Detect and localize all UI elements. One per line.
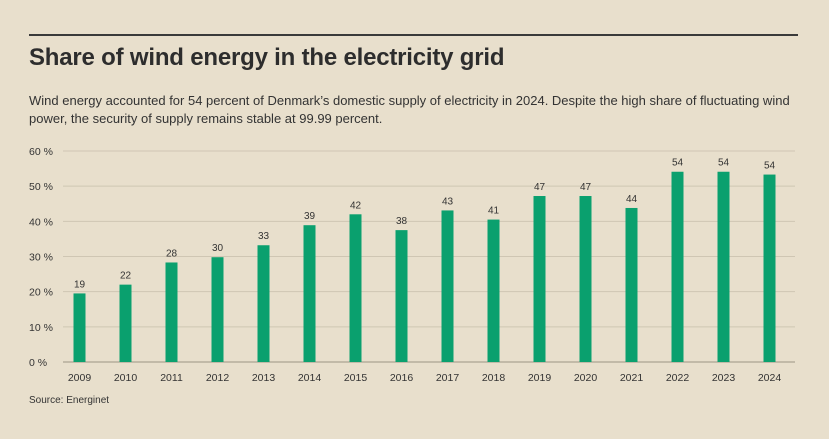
bar	[763, 174, 776, 362]
data-label: 54	[718, 158, 730, 169]
data-label: 30	[212, 243, 224, 254]
x-tick-label: 2022	[666, 372, 690, 384]
y-tick-label: 60 %	[29, 146, 53, 158]
bar	[303, 225, 316, 362]
bar	[395, 230, 408, 362]
x-tick-label: 2009	[68, 372, 92, 384]
bar	[441, 210, 454, 362]
x-tick-label: 2013	[252, 372, 276, 384]
data-label: 54	[672, 158, 684, 169]
x-tick-label: 2015	[344, 372, 368, 384]
bar	[119, 284, 132, 362]
x-tick-label: 2018	[482, 372, 506, 384]
y-tick-label: 30 %	[29, 252, 53, 264]
y-tick-label: 10 %	[29, 322, 53, 334]
y-tick-label: 0 %	[29, 357, 47, 369]
data-label: 28	[166, 248, 178, 259]
data-label: 22	[120, 271, 132, 282]
x-tick-label: 2014	[298, 372, 322, 384]
x-tick-label: 2021	[620, 372, 644, 384]
x-tick-label: 2020	[574, 372, 598, 384]
y-tick-label: 40 %	[29, 216, 53, 228]
data-label: 47	[580, 182, 592, 193]
data-label: 38	[396, 216, 408, 227]
chart-title: Share of wind energy in the electricity …	[29, 44, 505, 71]
bar	[717, 171, 730, 362]
x-tick-label: 2011	[160, 372, 183, 384]
x-tick-label: 2012	[206, 372, 230, 384]
x-tick-label: 2024	[758, 372, 782, 384]
x-tick-label: 2019	[528, 372, 552, 384]
bar	[625, 207, 638, 362]
bar	[211, 257, 224, 362]
bar	[671, 171, 684, 362]
chart-subtitle: Wind energy accounted for 54 percent of …	[29, 93, 790, 126]
bar	[73, 293, 86, 362]
data-label: 42	[350, 200, 362, 211]
grid-layer	[63, 150, 795, 363]
data-label: 44	[626, 194, 638, 205]
bar	[257, 245, 270, 362]
data-label: 39	[304, 211, 316, 222]
bar	[487, 219, 500, 362]
x-axis: 2009 2010 2011 2012 2013 2014 2015 2016 2017 2018…	[68, 372, 782, 384]
bar	[579, 196, 592, 362]
top-rule	[29, 34, 798, 36]
data-label: 19	[74, 279, 86, 290]
data-label: 43	[442, 196, 454, 207]
x-tick-label: 2010	[114, 372, 138, 384]
y-tick-label: 20 %	[29, 287, 53, 299]
source-note: Source: Energinet	[29, 395, 110, 406]
x-tick-label: 2016	[390, 372, 414, 384]
bar-chart-svg: 0 % 10 % 20 % 30 % 40 % 50 % 60 % 19 22 28 30 33 39…	[29, 146, 795, 384]
bar-chart: 0 % 10 % 20 % 30 % 40 % 50 % 60 % 19 22 28 30 33 39…	[0, 140, 829, 390]
data-labels: 19 22 28 30 33 39 42 38 43 41 47 47 44 54 54 54	[74, 158, 776, 291]
x-tick-label: 2023	[712, 372, 736, 384]
y-axis: 0 % 10 % 20 % 30 % 40 % 50 % 60 %	[29, 146, 53, 369]
bar	[165, 262, 178, 362]
y-tick-label: 50 %	[29, 181, 53, 193]
data-label: 54	[764, 161, 776, 172]
data-label: 47	[534, 182, 546, 193]
bar	[349, 214, 362, 362]
bar	[533, 196, 546, 362]
x-tick-label: 2017	[436, 372, 460, 384]
bars	[73, 171, 776, 362]
data-label: 41	[488, 206, 500, 217]
data-label: 33	[258, 231, 270, 242]
